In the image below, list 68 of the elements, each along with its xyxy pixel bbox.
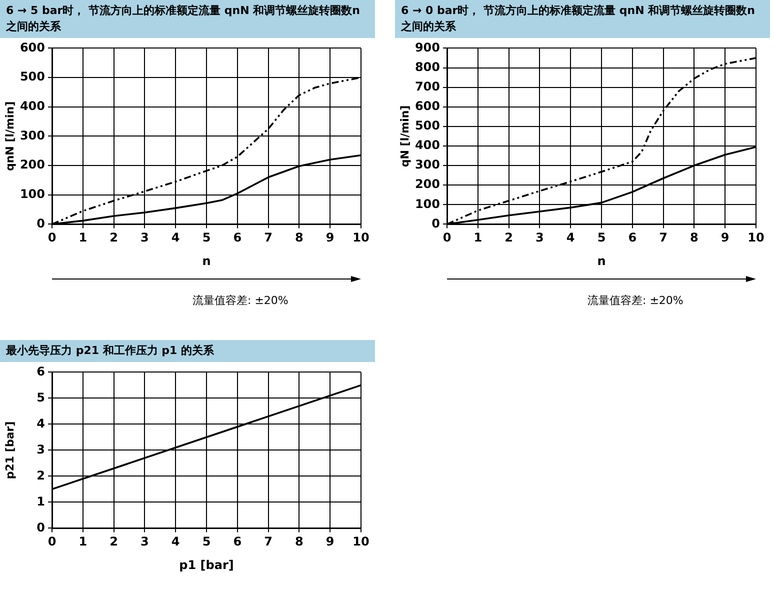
chart-title: 最小先导压力 p21 和工作压力 p1 的关系 — [0, 340, 375, 362]
y-tick-label: 400 — [20, 98, 45, 113]
x-axis-title: n — [597, 254, 606, 268]
x-tick-label: 10 — [352, 534, 370, 549]
y-tick-label: 400 — [414, 138, 440, 152]
y-tick-label: 600 — [414, 98, 440, 113]
text: 流量值容差: ±20% — [192, 293, 288, 308]
y-tick-label: 500 — [414, 118, 440, 133]
y-tick-label: 200 — [414, 177, 440, 192]
y-tick-label: 0 — [36, 520, 45, 534]
x-tick-label: 7 — [264, 534, 272, 549]
x-tick-label: 8 — [295, 534, 304, 549]
x-tick-label: 4 — [171, 534, 180, 549]
y-tick-label: 0 — [432, 216, 440, 230]
x-tick-label: 9 — [720, 230, 730, 245]
x-tick-label: 3 — [536, 230, 544, 245]
x-tick-label: 0 — [48, 230, 56, 245]
x-tick-label: 7 — [264, 230, 272, 245]
x-tick-label: 10 — [352, 230, 370, 245]
x-tick-label: 10 — [748, 230, 764, 245]
y-tick-label: 1 — [36, 494, 45, 508]
x-tick-label: 5 — [202, 534, 211, 549]
y-tick-label: 200 — [20, 158, 45, 172]
x-tick-label: 6 — [233, 534, 242, 549]
y-tick-label: 300 — [414, 158, 440, 172]
x-tick-label: 6 — [233, 230, 242, 245]
x-tick-label: 8 — [295, 230, 304, 245]
x-tick-label: 8 — [690, 230, 698, 245]
x-tick-label: 5 — [597, 230, 606, 245]
x-tick-label: 1 — [474, 230, 482, 245]
x-tick-label: 6 — [628, 230, 637, 245]
y-tick-label: 600 — [20, 40, 45, 54]
x-axis-title: p1 [bar] — [179, 558, 234, 572]
text: 流量值容差: ±20% — [588, 293, 684, 308]
chart-title: 6 → 5 bar时， 节流方向上的标准额定流量 qnN 和调节螺丝旋转圈数n之间的关系 — [0, 0, 375, 38]
x-tick-label: 7 — [659, 230, 668, 245]
x-tick-label: 4 — [566, 230, 575, 245]
x-tick-label: 9 — [326, 230, 334, 245]
y-tick-label: 3 — [36, 442, 45, 456]
y-tick-label: 300 — [20, 128, 45, 142]
x-tick-label: 9 — [326, 534, 334, 549]
y-axis-title: qN [l/min] — [398, 105, 412, 168]
x-tick-label: 3 — [140, 534, 149, 549]
y-tick-label: 900 — [414, 40, 440, 54]
y-tick-label: 4 — [36, 416, 45, 430]
y-tick-label: 2 — [36, 468, 45, 482]
x-tick-label: 5 — [202, 230, 211, 245]
x-tick-label: 1 — [78, 534, 88, 549]
y-tick-label: 5 — [36, 390, 45, 404]
y-tick-label: 800 — [414, 60, 440, 74]
x-tick-label: 2 — [110, 230, 118, 245]
x-tick-label: 3 — [140, 230, 149, 245]
y-tick-label: 6 — [36, 364, 45, 378]
y-axis-title: qnN [l/min] — [3, 101, 16, 172]
x-axis-title: n — [202, 254, 211, 268]
x-tick-label: 4 — [171, 230, 180, 245]
x-tick-label: 2 — [110, 534, 118, 549]
x-tick-label: 1 — [78, 230, 88, 245]
y-axis-title: p21 [bar] — [3, 421, 16, 480]
x-tick-label: 0 — [442, 230, 452, 245]
y-tick-label: 700 — [414, 79, 440, 94]
chart-title: 6 → 0 bar时， 节流方向上的标准额定流量 qnN 和调节螺丝旋转圈数n之间的关系 — [395, 0, 770, 38]
y-tick-label: 100 — [20, 186, 45, 201]
y-tick-label: 500 — [20, 70, 45, 84]
x-tick-label: 2 — [504, 230, 513, 245]
x-tick-label: 0 — [48, 534, 56, 549]
y-tick-label: 0 — [36, 216, 45, 230]
y-tick-label: 100 — [414, 196, 440, 211]
